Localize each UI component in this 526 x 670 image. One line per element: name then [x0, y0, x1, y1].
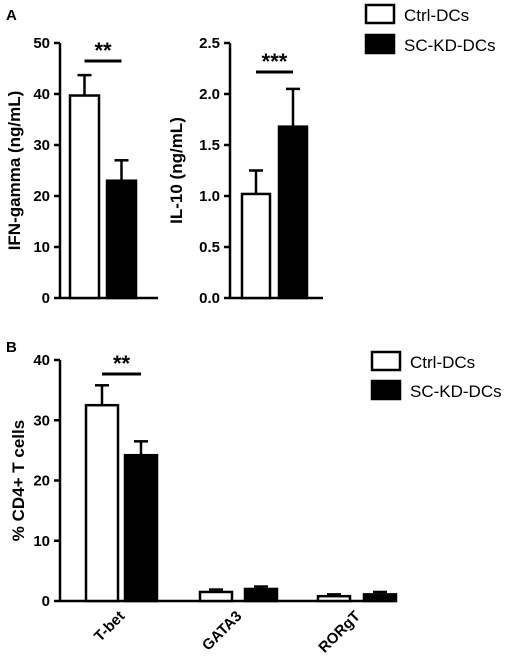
cd4-bar	[243, 587, 279, 603]
cd4-bar	[362, 593, 398, 603]
legend-top: Ctrl-DCs SC-KD-DCs	[364, 3, 496, 55]
legend-swatch-ctrl-b	[370, 350, 402, 372]
legend-label-ctrl-b: Ctrl-DCs	[410, 353, 475, 372]
legend-swatch-sc	[364, 33, 396, 55]
cd4-bar	[316, 594, 352, 603]
il10-y-tick-label: 0.5	[199, 239, 220, 256]
il10-y-axis-label: IL-10 (ng/mL)	[167, 117, 186, 224]
cd4-y-tick-label: 40	[33, 352, 50, 369]
cd4-y-axis-label: % CD4+ T cells	[9, 420, 28, 541]
il10-bar	[277, 125, 309, 300]
cd4-y-tick-label: 10	[33, 533, 50, 550]
il10-y-tick-label: 2.0	[199, 86, 220, 103]
ifn-y-tick-label: 50	[33, 35, 50, 52]
ifn-y-axis-label: IFN-gamma (ng/mL)	[5, 91, 24, 251]
cd4-category-label: GATA3	[199, 608, 245, 654]
legend-bottom: Ctrl-DCs SC-KD-DCs	[370, 350, 502, 401]
cd4-significance-label: **	[113, 351, 131, 376]
cd4-y-tick-label: 0	[42, 593, 50, 610]
il10-y-tick-label: 1.0	[199, 188, 220, 205]
il10-significance-label: ***	[262, 49, 288, 74]
cd4-bar	[84, 403, 120, 603]
cd4-y-tick-label: 30	[33, 412, 50, 429]
il10-y-tick-label: 2.5	[199, 35, 220, 52]
panel-label-b: B	[6, 339, 17, 356]
legend-swatch-ctrl	[364, 3, 396, 25]
ifn-y-tick-label: 30	[33, 137, 50, 154]
chart-il10: 0.0 0.5 1.0 1.5 2.0 2.5 IL-10 (ng/mL) ***	[167, 35, 323, 307]
il10-bar	[240, 192, 272, 300]
cd4-bar	[123, 453, 159, 603]
ifn-significance-label: **	[94, 38, 112, 63]
cd4-category-label: RORgT	[315, 608, 364, 657]
chart-ifn-gamma: 0 10 20 30 40 50 IFN-gamma (ng/mL) **	[5, 35, 158, 307]
legend-label-ctrl: Ctrl-DCs	[404, 6, 469, 25]
panel-label-a: A	[6, 7, 17, 24]
ifn-bar	[105, 179, 138, 300]
ifn-y-tick-label: 20	[33, 188, 50, 205]
legend-label-sc: SC-KD-DCs	[404, 36, 496, 55]
cd4-category-label: T-bet	[91, 608, 128, 645]
legend-swatch-sc-b	[370, 379, 402, 401]
il10-y-tick-label: 0.0	[199, 290, 220, 307]
chart-cd4: 0 10 20 30 40 % CD4+ T cells T-bet GATA3 RORgT **	[9, 351, 398, 657]
il10-y-tick-label: 1.5	[199, 137, 220, 154]
ifn-y-tick-label: 0	[42, 290, 50, 307]
ifn-bar	[68, 94, 101, 300]
ifn-y-tick-label: 40	[33, 86, 50, 103]
cd4-y-tick-label: 20	[33, 473, 50, 490]
cd4-bar	[198, 590, 234, 603]
legend-label-sc-b: SC-KD-DCs	[410, 382, 502, 401]
ifn-y-tick-label: 10	[33, 239, 50, 256]
